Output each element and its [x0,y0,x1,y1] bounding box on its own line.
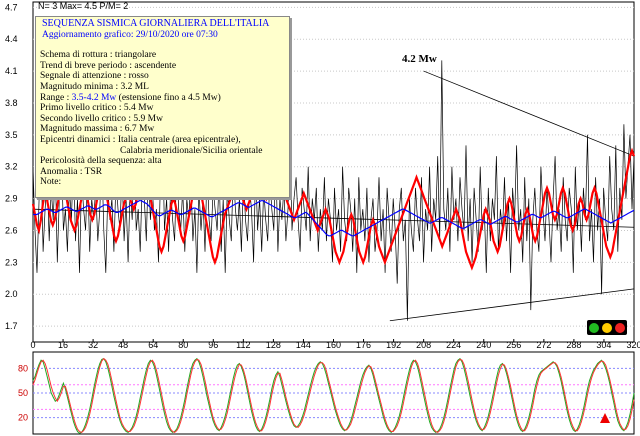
info-line-min-magnitude: Magnitudo minima : 3.2 ML [40,81,149,92]
x-tick-label: 96 [208,340,218,350]
x-tick-label: 176 [356,340,371,350]
y-tick-label: 2.3 [5,257,18,267]
x-tick-label: 288 [566,340,581,350]
yellow-light-icon [601,322,612,333]
x-tick-label: 112 [236,340,250,350]
range-label: Range : [40,92,72,103]
x-tick-label: 0 [30,340,35,350]
y-tick-label: 2.0 [5,289,18,299]
x-tick-label: 144 [296,340,311,350]
x-tick-label: 208 [416,340,431,350]
y-tick-label: 3.5 [5,130,18,140]
info-line-schema: Schema di rottura : triangolare [40,50,157,61]
x-tick-label: 320 [626,340,640,350]
green-light-icon [588,322,599,333]
x-tick-label: 128 [266,340,281,350]
x-tick-label: 224 [446,340,461,350]
info-line-max-magnitude: Magnitudo massima : 6.7 Mw [40,124,155,135]
x-tick-label: 64 [148,340,158,350]
y-tick-label: 3.8 [5,98,18,108]
y-tick-label: 4.7 [5,2,18,12]
info-line-notes: Note: [40,177,62,188]
signal-lights [587,320,627,335]
osc-y-tick-label: 20 [18,413,28,423]
trendline [423,70,635,157]
y-tick-label: 4.4 [5,34,18,44]
params-header: N= 3 Max= 4.5 P/M= 2 [38,1,129,11]
info-title: SEQUENZA SISMICA GIORNALIERA DELL'ITALIA [42,18,270,29]
info-line-second-critical: Secondo livello critico : 5.9 Mw [40,113,163,124]
info-line-signal: Segnale di attenzione : rosso [40,71,149,82]
y-tick-label: 1.7 [5,321,18,331]
long-average-line [33,200,635,237]
range-value: 3.5-4.2 Mw [71,92,117,103]
info-box: SEQUENZA SISMICA GIORNALIERA DELL'ITALIA… [35,16,290,198]
info-line-anomaly: Anomalia : TSR [40,166,103,177]
y-tick-label: 2.9 [5,194,18,204]
info-line-first-critical: Primo livello critico : 5.4 Mw [40,103,154,114]
short-average-line [31,147,636,271]
x-tick-label: 48 [118,340,128,350]
oscillator-chart: 20 50 80 [18,351,635,435]
y-tick-label: 2.6 [5,225,18,235]
osc-y-tick-label: 80 [18,363,28,373]
info-line-epicenters: Epicentri dinamici : Italia centrale (ar… [40,134,241,145]
x-tick-label: 192 [386,340,401,350]
warning-triangle-icon [600,413,610,423]
info-line-danger: Pericolosità della sequenza: alta [40,156,162,167]
info-line-range: Range : 3.5-4.2 Mw (estensione fino a 4.… [40,93,285,104]
osc-y-tick-labels: 20 50 80 [18,363,28,422]
osc-y-tick-label: 50 [18,388,28,398]
y-tick-label: 4.1 [5,66,18,76]
x-tick-label: 240 [476,340,491,350]
peak-annotation: 4.2 Mw [402,53,437,65]
x-tick-label: 272 [536,340,551,350]
osc-levels [33,367,634,419]
info-updated: Aggiornamento grafico: 29/10/2020 ore 07… [42,29,218,40]
info-line-trend: Trend di breve periodo : ascendente [40,60,177,71]
x-tick-label: 32 [88,340,98,350]
x-tick-label: 256 [506,340,521,350]
osc-red-line [32,357,635,433]
trendline [389,288,635,322]
x-tick-labels: 0 16 32 48 64 80 96 112 128 144 160 176 192 208 224 240… [30,339,640,350]
osc-green-line [32,357,635,434]
info-line-epicenters-cont: Calabria meridionale/Sicilia orientale [120,145,263,156]
y-tick-labels: 1.7 2.0 2.3 2.6 2.9 3.2 3.5 3.8 4.1 4.4 4.7 [5,2,18,331]
y-tick-label: 3.2 [5,162,18,172]
x-tick-label: 80 [178,340,188,350]
osc-series [32,357,635,434]
red-light-icon [615,322,626,333]
x-tick-label: 16 [58,340,68,350]
range-rest: (estensione fino a 4.5 Mw) [116,92,221,103]
x-tick-label: 160 [326,340,341,350]
x-tick-label: 304 [596,340,611,350]
